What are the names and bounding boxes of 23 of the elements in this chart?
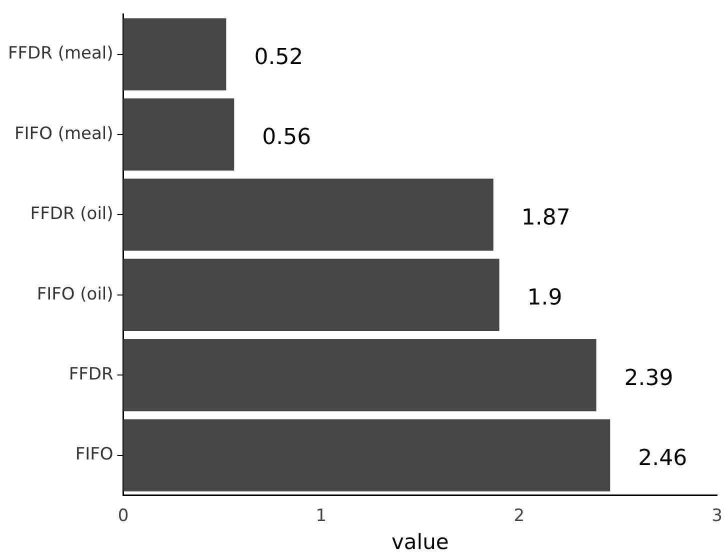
x-axis-title: value: [391, 530, 449, 554]
bar: [123, 258, 500, 331]
x-tick-label: 2: [514, 506, 525, 526]
bar: [123, 98, 234, 171]
y-tick-label: FFDR (oil): [30, 204, 114, 224]
y-tick-label: FIFO (oil): [36, 284, 114, 304]
data-label: 2.39: [624, 366, 674, 391]
x-tick-label: 3: [712, 506, 722, 526]
bar: [123, 339, 596, 412]
data-label: 1.9: [527, 286, 562, 311]
y-tick-label: FFDR: [68, 364, 114, 385]
bar: [123, 178, 494, 251]
data-label: 2.46: [638, 446, 688, 472]
data-label: 1.87: [521, 205, 570, 230]
x-tick-label: 1: [316, 506, 327, 526]
y-tick-label: FIFO: [75, 444, 114, 465]
x-tick-label: 0: [118, 506, 129, 526]
y-tick-label: FIFO (meal): [14, 124, 114, 144]
bar: [123, 18, 226, 90]
y-tick-label: FFDR (meal): [8, 44, 114, 64]
bar: [123, 419, 610, 492]
data-label: 0.56: [262, 125, 312, 150]
data-label: 0.52: [254, 45, 304, 70]
